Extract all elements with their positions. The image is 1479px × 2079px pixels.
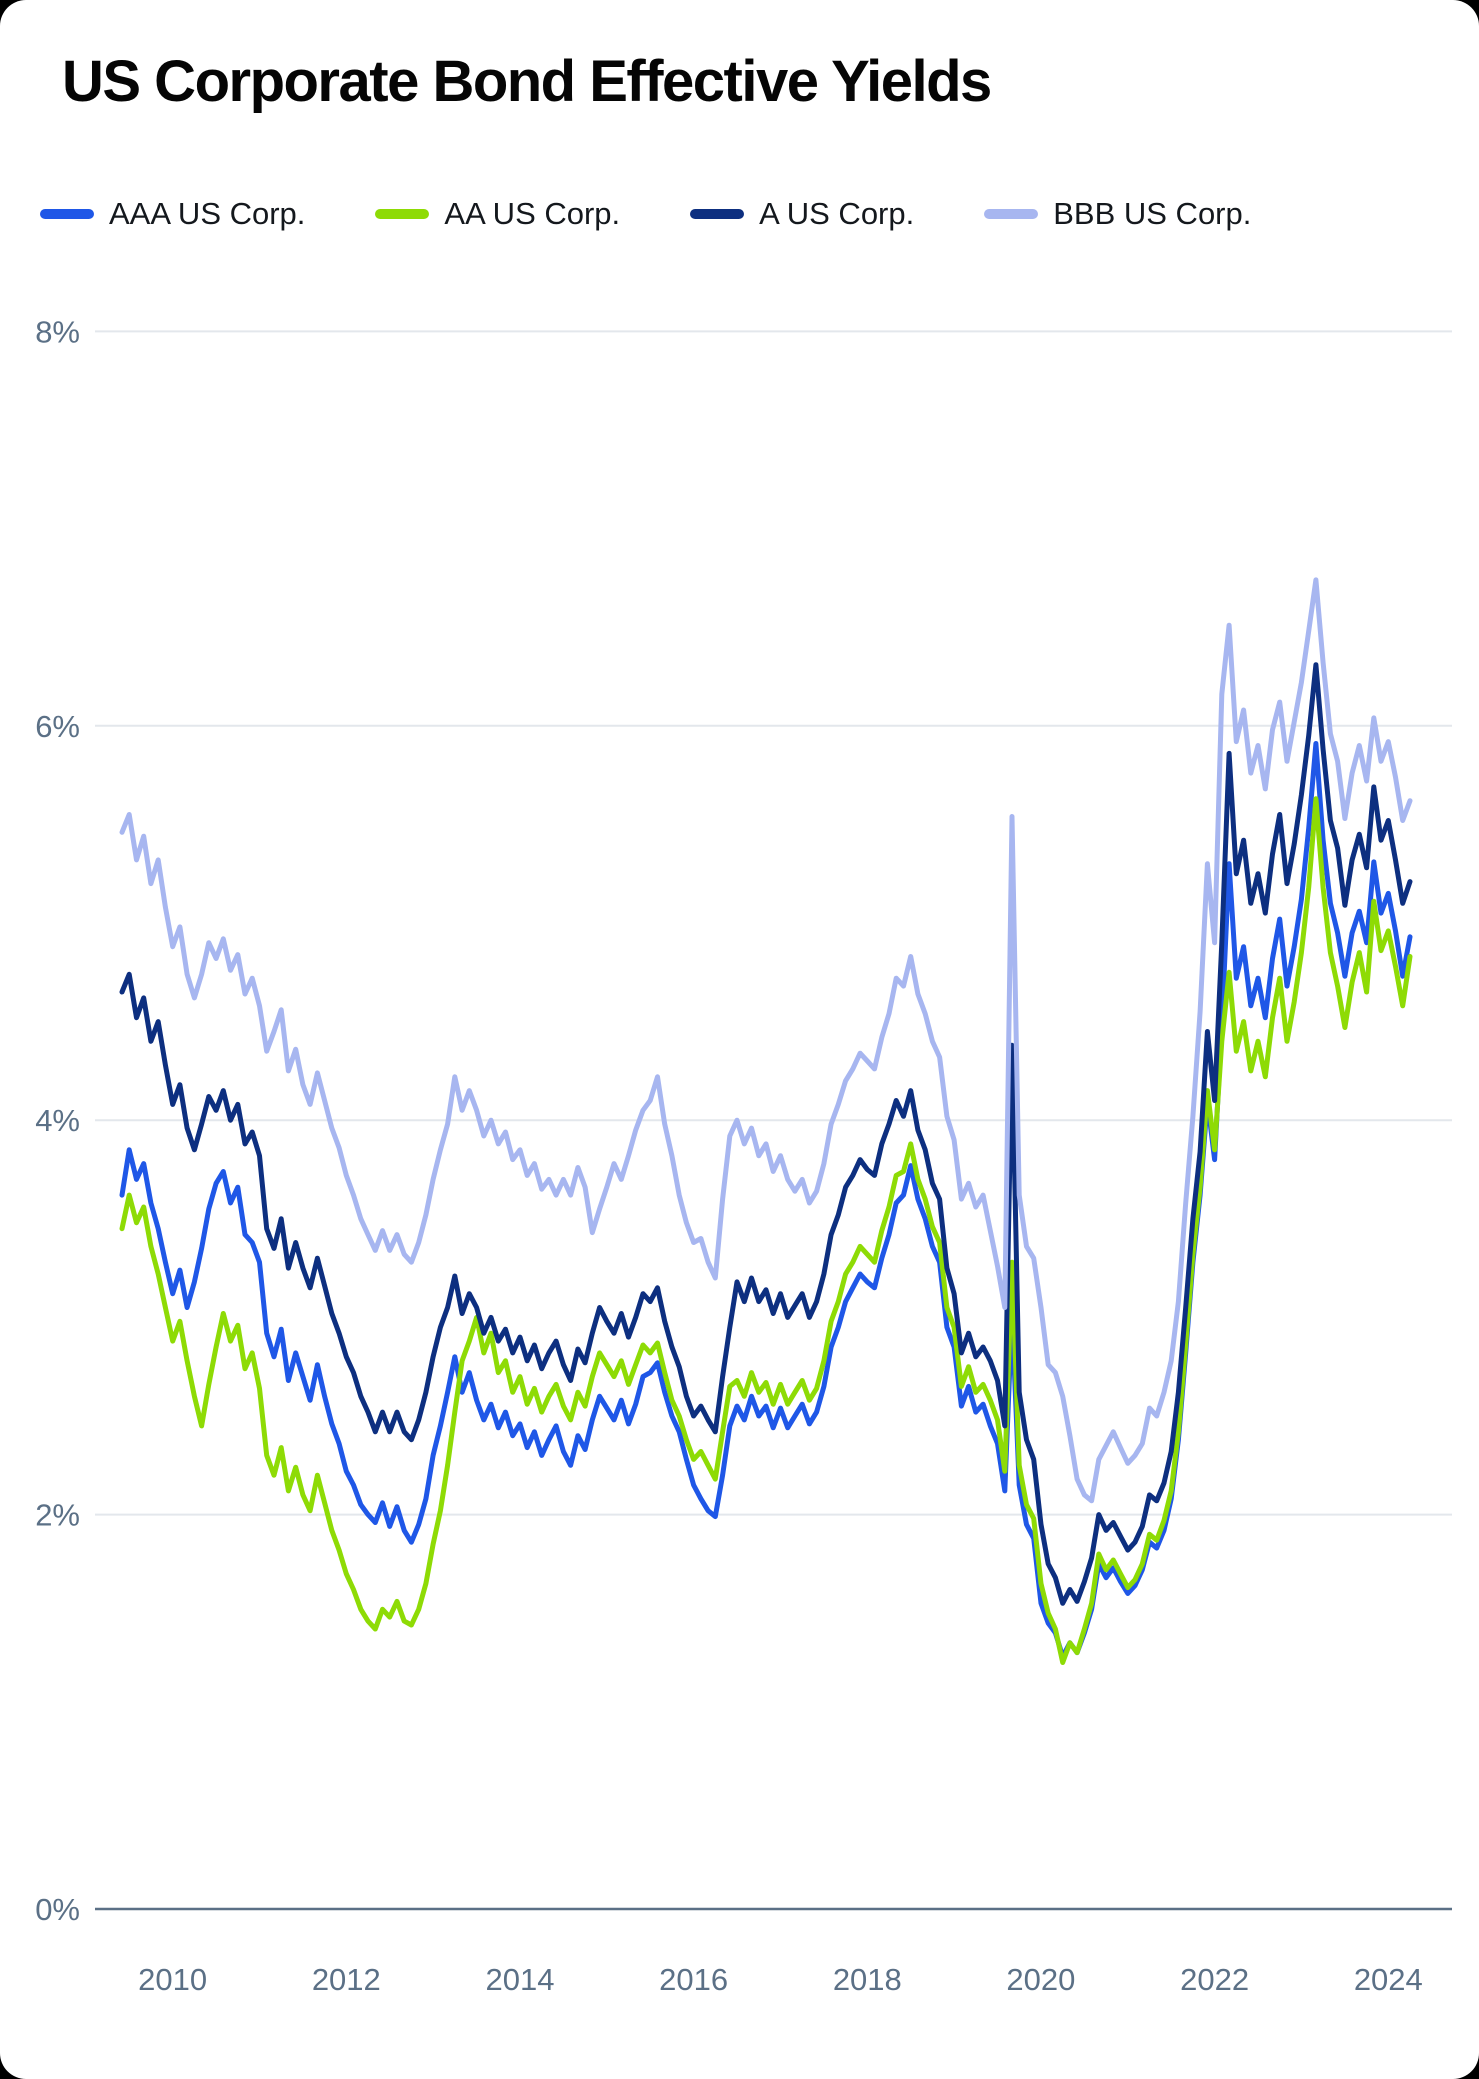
series-line-aa xyxy=(119,796,1413,1665)
legend-item-bbb[interactable]: BBB US Corp. xyxy=(984,196,1251,232)
legend-swatch-a-icon xyxy=(690,209,745,219)
series-line-a xyxy=(119,662,1413,1606)
legend-item-a[interactable]: A US Corp. xyxy=(690,196,914,232)
legend-label-a: A US Corp. xyxy=(759,196,915,231)
legend-swatch-bbb-icon xyxy=(984,209,1039,219)
x-tick-label-2020: 2020 xyxy=(1006,1962,1075,1997)
x-tick-label-2024: 2024 xyxy=(1354,1962,1423,1997)
x-tick-label-2018: 2018 xyxy=(833,1962,902,1997)
y-tick-label-8: 8% xyxy=(35,314,80,349)
legend-label-aaa: AAA US Corp. xyxy=(109,196,306,231)
legend-swatch-aaa-icon xyxy=(40,209,94,219)
x-tick-label-2016: 2016 xyxy=(659,1962,728,1997)
legend: AAA US Corp. AA US Corp. A US Corp. BBB … xyxy=(40,196,1251,232)
x-tick-label-2010: 2010 xyxy=(138,1962,207,1997)
y-tick-label-4: 4% xyxy=(35,1103,80,1138)
legend-item-aaa[interactable]: AAA US Corp. xyxy=(40,196,305,232)
y-tick-label-2: 2% xyxy=(35,1498,80,1533)
y-tick-label-0: 0% xyxy=(35,1892,80,1927)
legend-swatch-aa-icon xyxy=(375,209,430,219)
legend-label-bbb: BBB US Corp. xyxy=(1053,196,1252,231)
series-line-bbb xyxy=(119,577,1413,1504)
legend-label-aa: AA US Corp. xyxy=(444,196,621,231)
x-tick-label-2014: 2014 xyxy=(486,1962,555,1997)
legend-item-aa[interactable]: AA US Corp. xyxy=(375,196,620,232)
x-tick-label-2012: 2012 xyxy=(312,1962,381,1997)
y-tick-label-6: 6% xyxy=(35,709,80,744)
x-tick-label-2022: 2022 xyxy=(1180,1962,1249,1997)
page-title: US Corporate Bond Effective Yields xyxy=(62,49,992,114)
